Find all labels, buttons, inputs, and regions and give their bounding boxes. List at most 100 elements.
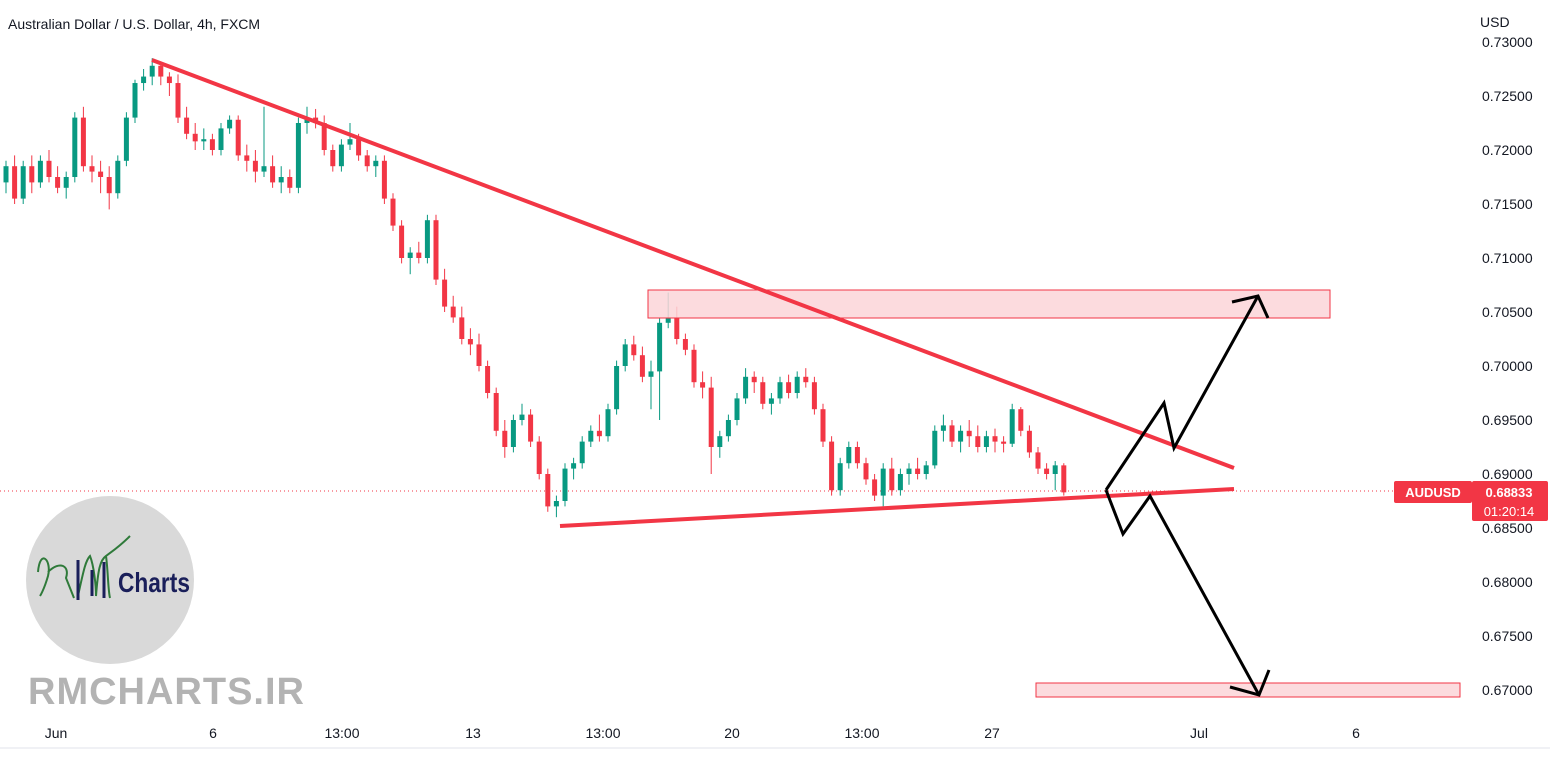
candles-layer: [3, 58, 1067, 518]
candle-bearish: [502, 430, 508, 447]
candle-bullish: [201, 139, 207, 142]
candle-bearish: [1044, 468, 1050, 474]
price-tick-label: 0.72500: [1482, 88, 1533, 104]
bearish-projection-arrow[interactable]: [1104, 489, 1271, 697]
candle-bullish: [373, 160, 379, 167]
candle-bearish: [691, 349, 697, 383]
candle-bullish: [20, 166, 26, 199]
candle-bullish: [141, 76, 147, 84]
candle-bearish: [244, 155, 250, 161]
time-label: 13: [465, 725, 481, 741]
candle-bullish: [717, 436, 723, 447]
candle-bearish: [829, 441, 835, 491]
candle-bearish: [915, 468, 921, 474]
candle-bearish: [364, 155, 370, 167]
symbol-badge: [1394, 481, 1472, 503]
candle-bearish: [356, 139, 362, 156]
candle-bullish: [407, 252, 413, 258]
time-label: Jul: [1190, 725, 1208, 741]
price-tick-label: 0.68000: [1482, 574, 1533, 590]
axis-currency-label: USD: [1480, 14, 1510, 30]
candle-bearish: [485, 366, 491, 393]
candle-bullish: [218, 128, 224, 150]
candle-bullish: [734, 398, 740, 420]
time-label: 13:00: [324, 725, 359, 741]
candle-bullish: [37, 160, 43, 183]
candle-bearish: [1001, 441, 1007, 444]
candle-bullish: [940, 425, 946, 431]
candle-bearish: [1035, 452, 1041, 469]
candle-bullish: [1009, 409, 1015, 444]
price-tick-label: 0.73000: [1482, 34, 1533, 50]
candle-bearish: [46, 160, 52, 177]
descending-trendline[interactable]: [151, 58, 1235, 470]
candle-bullish: [743, 376, 749, 399]
candle-bearish: [820, 409, 826, 442]
candle-bearish: [639, 355, 645, 377]
candle-bearish: [106, 177, 112, 194]
candle-bearish: [493, 393, 499, 431]
candle-bearish: [158, 65, 164, 77]
candle-bearish: [29, 166, 35, 183]
candle-bearish: [381, 160, 387, 199]
candle-bearish: [175, 83, 181, 118]
candle-bearish: [1018, 409, 1024, 431]
candle-bullish: [571, 463, 577, 469]
price-axis[interactable]: 0.73000 0.72500 0.72000 0.71500 0.71000 0.705…: [1482, 34, 1533, 698]
candle-bullish: [579, 441, 585, 464]
candle-bearish: [55, 177, 61, 188]
candle-bearish: [1026, 430, 1032, 453]
candle-bearish: [287, 177, 293, 188]
candle-bearish: [545, 474, 551, 507]
candle-bullish: [665, 317, 671, 323]
candle-bearish: [1061, 465, 1067, 493]
time-label: 6: [1352, 725, 1360, 741]
ascending-trendline[interactable]: [559, 487, 1235, 528]
symbol-badge-text: AUDUSD: [1405, 485, 1461, 500]
candle-bearish: [80, 117, 86, 167]
logo-text: Charts: [118, 567, 190, 598]
candle-bearish: [12, 166, 18, 199]
candle-bearish: [459, 317, 465, 339]
current-price-tag[interactable]: AUDUSD 0.68833 01:20:14: [1394, 481, 1548, 521]
bullish-projection-arrow[interactable]: [1104, 294, 1270, 491]
candle-bearish: [854, 447, 860, 464]
candle-bearish: [975, 436, 981, 447]
candle-bearish: [98, 171, 104, 177]
candle-bullish: [510, 420, 516, 447]
resistance-zone[interactable]: [647, 289, 1331, 319]
candle-bearish: [966, 430, 972, 437]
time-label: 27: [984, 725, 1000, 741]
price-badge: [1472, 481, 1548, 521]
candle-bullish: [278, 177, 284, 183]
candle-bullish: [777, 382, 783, 399]
price-tick-label: 0.70000: [1482, 358, 1533, 374]
candle-bullish: [932, 430, 938, 466]
candle-bullish: [338, 144, 344, 167]
candle-bearish: [235, 119, 241, 156]
candle-bullish: [562, 468, 568, 501]
price-tick-label: 0.71500: [1482, 196, 1533, 212]
candle-bearish: [682, 339, 688, 350]
candle-bearish: [889, 468, 895, 491]
candle-bullish: [3, 166, 9, 183]
candle-bullish: [123, 117, 129, 161]
rmcharts-logo: Charts: [26, 496, 194, 664]
candle-bullish: [424, 220, 430, 258]
candle-bearish: [433, 220, 439, 280]
candle-bullish: [519, 414, 525, 420]
support-zone[interactable]: [1035, 682, 1461, 698]
candle-bullish: [614, 366, 620, 410]
candle-bearish: [949, 425, 955, 442]
time-axis[interactable]: Jun 6 13:00 13 13:00 20 13:00 27 Jul 6: [45, 725, 1360, 741]
candle-bullish: [958, 430, 964, 442]
candle-bearish: [166, 76, 172, 84]
candle-bullish: [295, 123, 301, 188]
price-tick-label: 0.71000: [1482, 250, 1533, 266]
candle-bearish: [700, 382, 706, 388]
candle-bearish: [89, 166, 95, 172]
candle-bearish: [270, 166, 276, 183]
watermark-site: RMCHARTS.IR: [28, 671, 305, 713]
candle-bullish: [880, 468, 886, 496]
